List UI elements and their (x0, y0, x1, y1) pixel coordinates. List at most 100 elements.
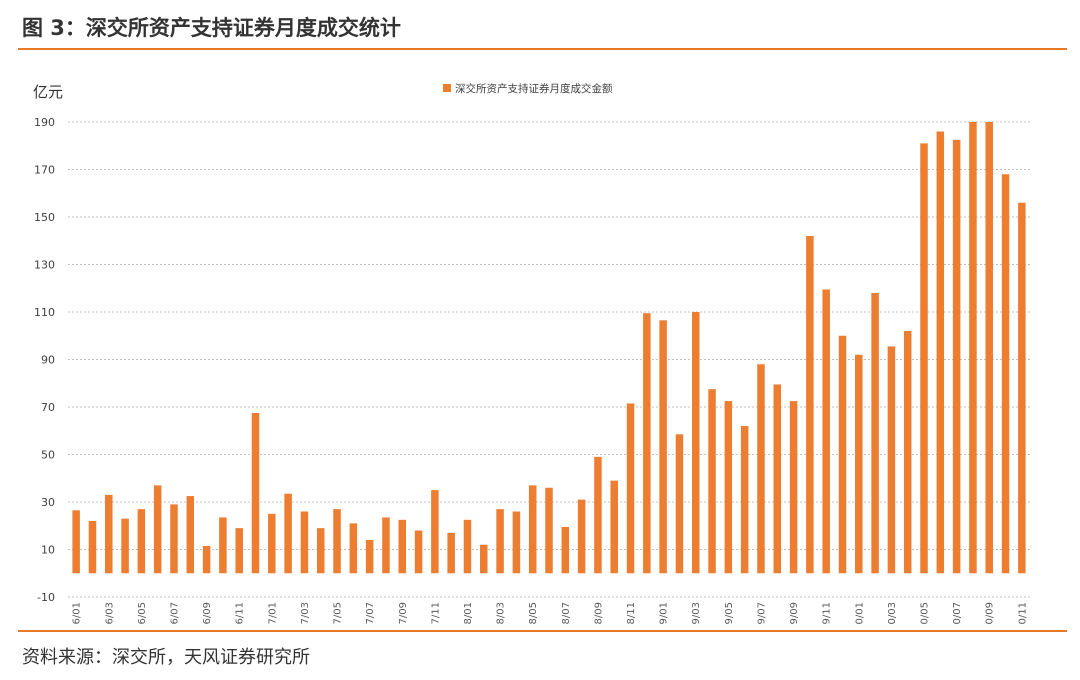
x-tick-label: 17/03 (300, 602, 311, 625)
x-tick-label: 17/07 (365, 602, 376, 625)
x-tick-label: 16/03 (104, 602, 115, 625)
x-tick-label: 19/11 (822, 602, 833, 625)
bar (431, 490, 439, 574)
x-tick-label: 19/09 (789, 602, 800, 625)
x-tick-label: 19/03 (691, 602, 702, 625)
legend-label: 深交所资产支持证券月度成交金额 (455, 82, 613, 95)
bar (871, 293, 879, 574)
x-tick-label: 20/11 (1017, 602, 1028, 625)
y-tick-label: 10 (41, 544, 55, 557)
bar (985, 122, 993, 574)
bar (643, 313, 651, 574)
bar (414, 530, 423, 574)
bar (235, 528, 243, 574)
x-tick-label: 20/09 (985, 602, 996, 625)
bar (903, 331, 912, 574)
x-tick-label: 17/01 (267, 602, 278, 625)
x-tick-label: 18/05 (528, 602, 539, 625)
bar (708, 389, 716, 574)
x-tick-label: 16/01 (72, 602, 83, 625)
source-note: 资料来源：深交所，天风证券研究所 (22, 647, 310, 668)
bar (137, 509, 146, 574)
bar-chart: 亿元 深交所资产支持证券月度成交金额 190 170 150 130 110 90 70 50… (33, 82, 1030, 625)
bar (496, 509, 504, 574)
figure-title: 图 3：深交所资产支持证券月度成交统计 (22, 16, 401, 40)
bar (268, 513, 276, 574)
y-tick-label: 170 (34, 164, 55, 177)
bar (659, 320, 667, 574)
x-tick-label: 17/11 (430, 602, 441, 625)
title-rule (18, 48, 1067, 50)
x-tick-label: 17/05 (333, 602, 344, 625)
bar (773, 384, 782, 574)
bar (300, 511, 309, 574)
x-tick-label: 20/07 (952, 602, 963, 625)
bar (577, 499, 586, 574)
y-tick-label: 110 (34, 306, 55, 319)
bar (333, 509, 341, 574)
bar (121, 518, 129, 574)
bar (88, 521, 97, 574)
bar (789, 401, 798, 574)
bar (349, 523, 358, 574)
bar (463, 519, 472, 574)
x-tick-label: 16/05 (137, 602, 148, 625)
bar (594, 456, 602, 574)
source-rule (18, 630, 1067, 632)
bar (153, 485, 162, 574)
bar (447, 532, 455, 574)
y-tick-label: 30 (41, 496, 55, 509)
bar (316, 528, 325, 574)
x-axis-ticks: 16/01 16/03 16/05 16/07 16/09 16/11 17/01 17/03… (72, 602, 1029, 625)
bar (528, 485, 537, 574)
bar (626, 403, 635, 574)
x-tick-label: 18/11 (626, 602, 637, 625)
bar (724, 401, 733, 574)
x-tick-label: 19/07 (756, 602, 767, 625)
legend: 深交所资产支持证券月度成交金额 (443, 82, 613, 95)
bar (480, 544, 488, 574)
x-tick-label: 16/09 (202, 602, 213, 625)
x-tick-label: 18/01 (463, 602, 474, 625)
y-tick-label: -10 (37, 591, 55, 604)
y-axis-ticks: 190 170 150 130 110 90 70 50 30 10 -10 (34, 116, 55, 604)
bar (757, 364, 765, 574)
y-tick-label: 50 (41, 449, 55, 462)
x-tick-label: 16/07 (169, 602, 180, 625)
bar (1018, 202, 1026, 574)
x-tick-label: 16/11 (235, 602, 246, 625)
bar (1001, 174, 1010, 574)
x-tick-label: 18/03 (496, 602, 507, 625)
bar (822, 289, 830, 574)
bar (512, 511, 521, 574)
bar (806, 236, 814, 574)
bar (365, 540, 374, 574)
bar (691, 312, 700, 574)
bars (72, 122, 1026, 574)
y-tick-label: 150 (34, 211, 55, 224)
bar (952, 139, 961, 574)
bar (969, 122, 977, 574)
x-tick-label: 20/01 (854, 602, 865, 625)
y-tick-label: 70 (41, 401, 55, 414)
bar (219, 517, 227, 574)
legend-swatch (443, 84, 451, 92)
bar (284, 493, 292, 574)
bar (72, 510, 80, 574)
bar (251, 412, 260, 574)
bar (675, 434, 684, 574)
bar (545, 487, 553, 574)
bar (887, 346, 896, 574)
bar (170, 504, 178, 574)
bar (855, 354, 863, 574)
x-tick-label: 20/03 (887, 602, 898, 625)
bar (202, 545, 211, 574)
x-tick-label: 19/01 (659, 602, 670, 625)
x-tick-label: 18/07 (561, 602, 572, 625)
bar (936, 131, 945, 574)
y-tick-label: 130 (34, 259, 55, 272)
bar (382, 517, 390, 574)
x-tick-label: 17/09 (398, 602, 409, 625)
bar (398, 519, 407, 574)
x-tick-label: 18/09 (593, 602, 604, 625)
